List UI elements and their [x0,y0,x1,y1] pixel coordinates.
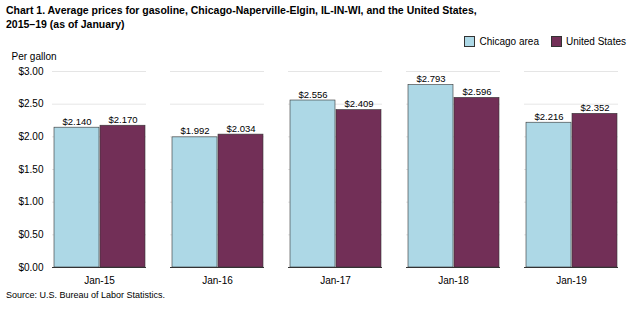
svg-text:Jan-17: Jan-17 [320,275,351,286]
svg-text:$0.50: $0.50 [18,229,43,240]
svg-text:Jan-19: Jan-19 [556,275,587,286]
svg-text:$1.50: $1.50 [18,164,43,175]
svg-text:Jan-16: Jan-16 [202,275,233,286]
svg-text:$2.034: $2.034 [226,123,255,134]
svg-text:$1.00: $1.00 [18,196,43,207]
html-text:Chicago area: Chicago area [479,35,539,47]
svg-text:$3.00: $3.00 [18,66,43,77]
svg-text:$2.00: $2.00 [18,131,43,142]
html-text:2015–19 (as of January): 2015–19 (as of January) [6,18,125,30]
svg-text:$2.216: $2.216 [534,111,563,122]
svg-text:$2.352: $2.352 [580,102,609,113]
svg-text:$1.992: $1.992 [180,125,209,136]
svg-text:Per gallon: Per gallon [12,51,57,62]
html-text:United States: United States [566,35,626,47]
svg-text:$2.596: $2.596 [462,86,491,97]
svg-text:$2.556: $2.556 [298,89,327,100]
svg-text:Jan-15: Jan-15 [84,275,115,286]
svg-text:$2.793: $2.793 [416,73,445,84]
svg-text:$2.409: $2.409 [344,98,373,109]
svg-text:$2.170: $2.170 [108,114,137,125]
svg-text:Jan-18: Jan-18 [438,275,469,286]
html-text:Source: U.S. Bureau of Labor S: Source: U.S. Bureau of Labor Statistics. [6,290,166,300]
html-text:Chart 1. Average prices for ga: Chart 1. Average prices for gasoline, Ch… [6,4,477,16]
svg-text:$2.140: $2.140 [62,116,91,127]
svg-text:$0.00: $0.00 [18,262,43,273]
svg-text:$2.50: $2.50 [18,98,43,109]
